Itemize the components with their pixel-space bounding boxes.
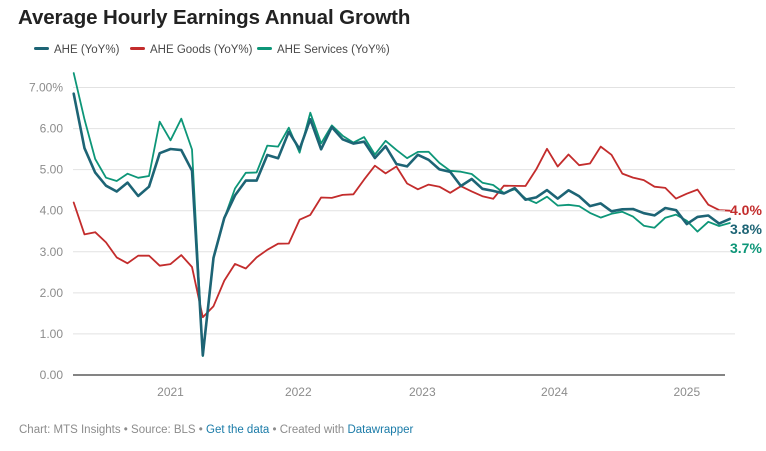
svg-text:1.00: 1.00 xyxy=(40,327,64,341)
svg-text:2025: 2025 xyxy=(673,385,700,399)
svg-text:4.0%: 4.0% xyxy=(730,202,762,218)
svg-text:6.00: 6.00 xyxy=(40,122,64,136)
svg-text:2022: 2022 xyxy=(285,385,312,399)
svg-text:4.00: 4.00 xyxy=(40,204,64,218)
svg-text:3.00: 3.00 xyxy=(40,245,64,259)
svg-text:2021: 2021 xyxy=(157,385,184,399)
svg-text:2023: 2023 xyxy=(409,385,436,399)
svg-text:2024: 2024 xyxy=(541,385,568,399)
svg-text:3.7%: 3.7% xyxy=(730,240,762,256)
svg-text:3.8%: 3.8% xyxy=(730,221,762,237)
svg-text:2.00: 2.00 xyxy=(40,286,64,300)
svg-text:0.00: 0.00 xyxy=(40,368,64,382)
svg-text:7.00%: 7.00% xyxy=(29,81,63,95)
svg-text:5.00: 5.00 xyxy=(40,163,64,177)
